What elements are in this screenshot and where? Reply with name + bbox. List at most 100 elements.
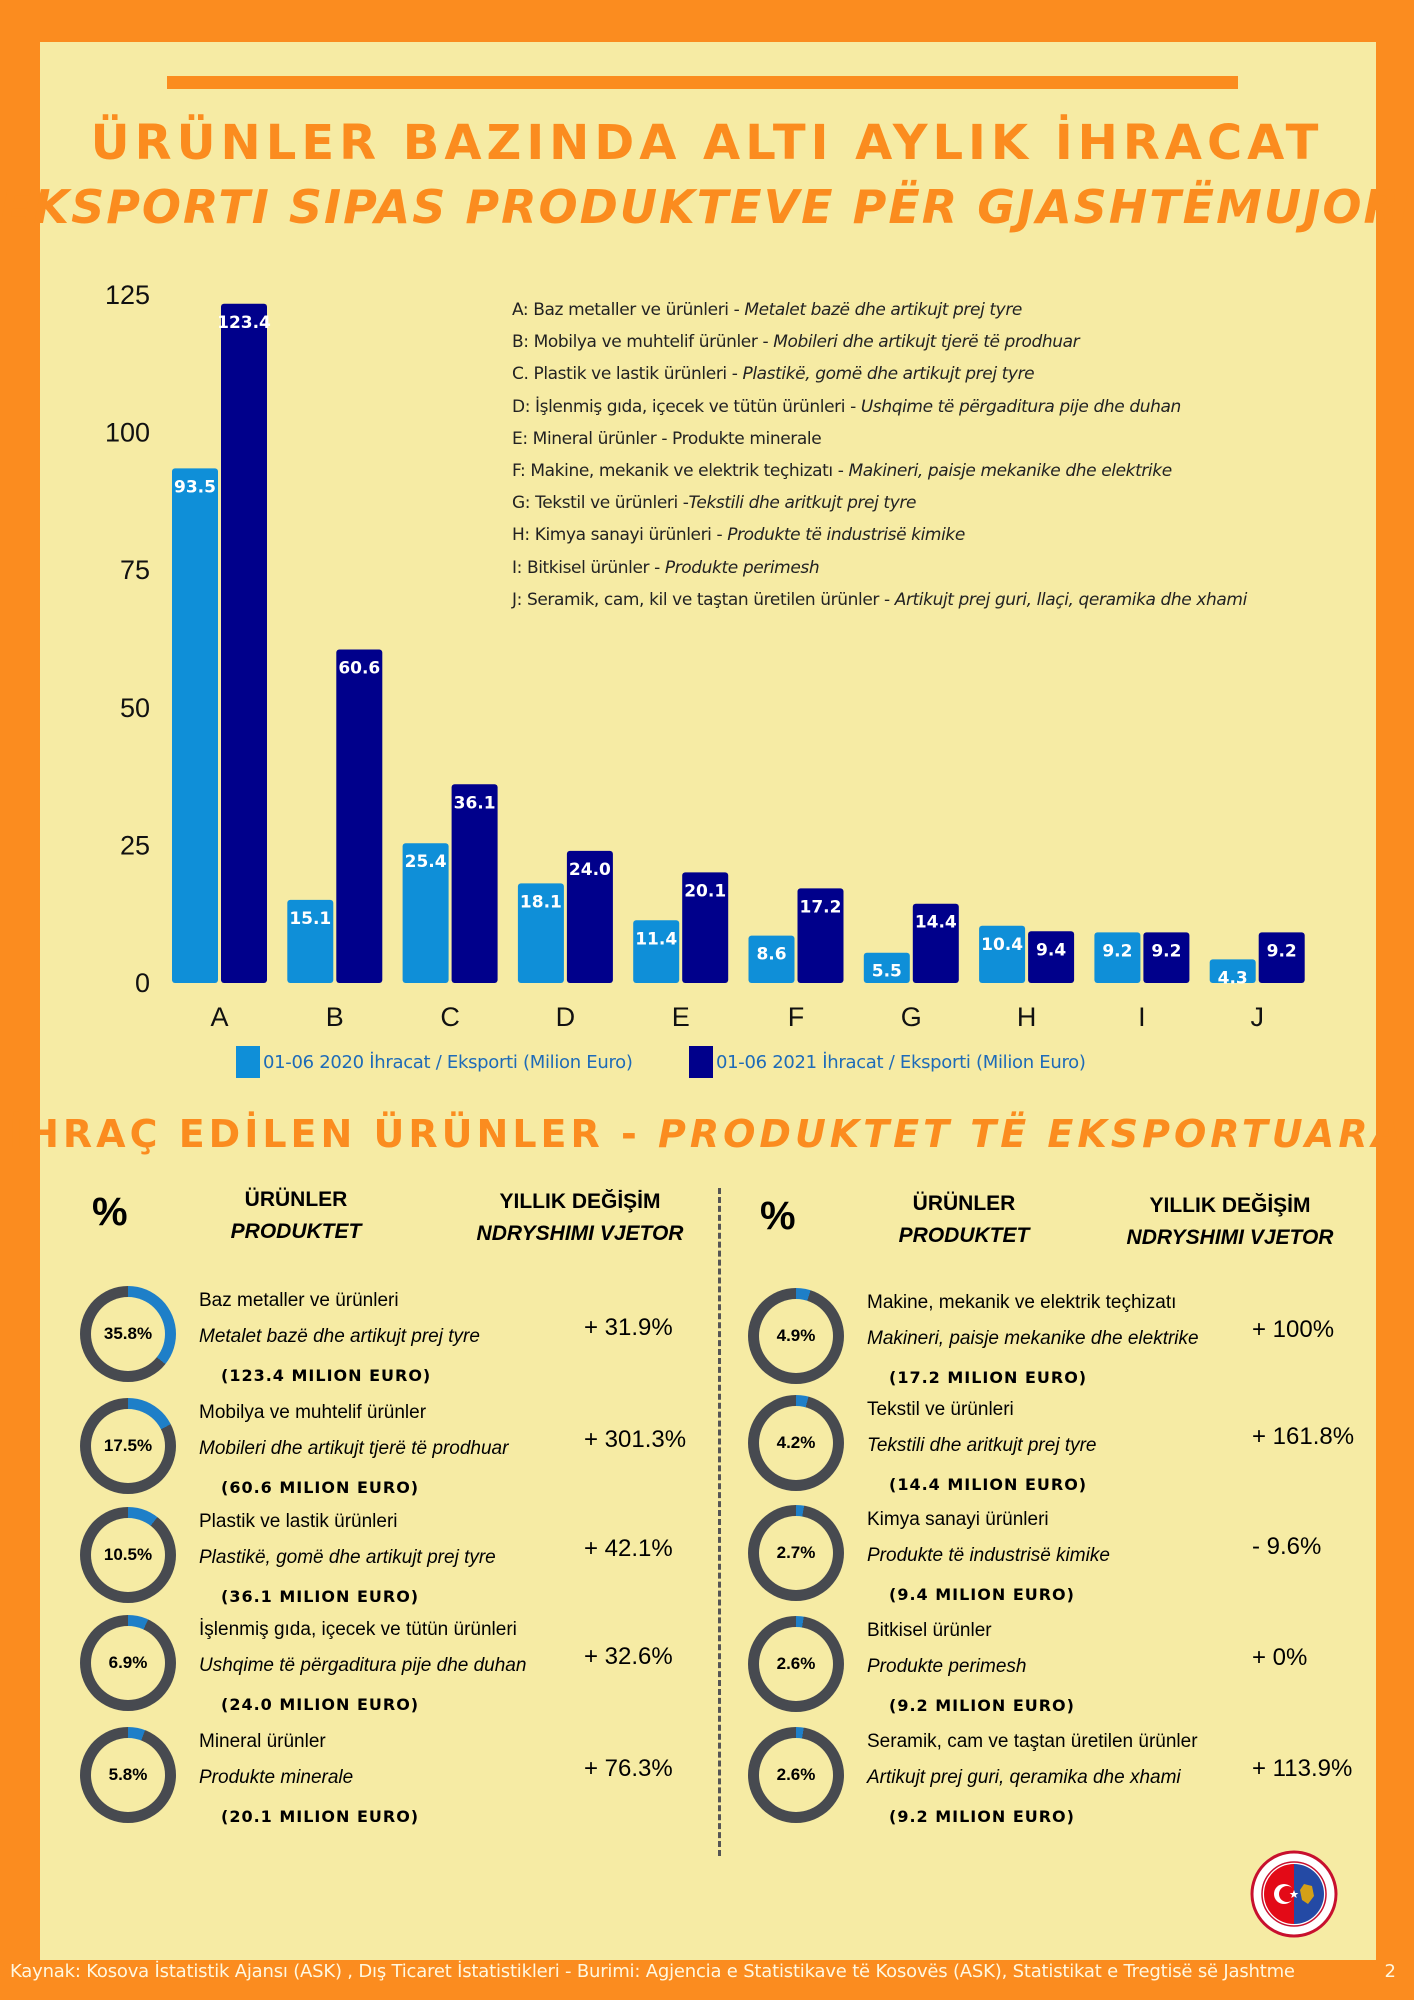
legend-label-2020: 01-06 2020 İhracat / Eksporti (Milion Eu… (263, 1051, 633, 1073)
x-tick-label: C (440, 1002, 460, 1032)
annual-change: + 161.8% (1252, 1423, 1355, 1450)
share-donut: 4.9% (748, 1288, 844, 1384)
legend-swatch-2021 (689, 1046, 713, 1078)
share-percent: 2.7% (759, 1516, 833, 1590)
bar-g-2020 (863, 952, 910, 983)
category-legend-tr: B: Mobilya ve muhtelif ürünler - (512, 332, 774, 353)
share-donut: 10.5% (80, 1507, 176, 1603)
product-name-tr: İşlenmiş gıda, içecek ve tütün ürünleri (199, 1619, 517, 1640)
category-legend-tr: I: Bitkisel ürünler - (512, 557, 665, 578)
section-title-sq: PRODUKTET TË EKSPORTUARA (657, 1112, 1406, 1156)
annual-change: + 301.3% (584, 1426, 687, 1453)
category-legend-item: G: Tekstil ve ürünleri -Tekstili dhe ari… (512, 487, 1332, 519)
share-donut: 6.9% (80, 1615, 176, 1711)
category-legend-item: A: Baz metaller ve ürünleri - Metalet ba… (512, 294, 1332, 326)
y-tick-label: 100 (105, 418, 150, 448)
share-donut: 4.2% (748, 1395, 844, 1491)
product-name-sq: Produkte të industrisë kimike (867, 1545, 1110, 1566)
product-amount: (36.1 MILION EURO) (221, 1587, 420, 1606)
product-item: 2.6% Seramik, cam ve taştan üretilen ürün… (748, 1727, 1388, 1831)
change-header-left: YILLIK DEĞİŞİM NDRYSHIMI VJETOR (460, 1186, 700, 1250)
bar-d-2020 (517, 883, 564, 983)
category-legend-tr: E: Mineral ürünler - Produkte minerale (512, 428, 822, 449)
share-donut: 35.8% (80, 1286, 176, 1382)
bar-data-label: 5.5 (872, 962, 902, 982)
x-tick-label: G (901, 1002, 922, 1032)
bar-f-2021 (797, 888, 844, 983)
category-legend-sq: Makineri, paisje mekanike dhe elektrike (848, 460, 1173, 481)
x-tick-label: H (1017, 1002, 1037, 1032)
bar-b-2021 (336, 649, 383, 983)
share-donut: 17.5% (80, 1398, 176, 1494)
bar-data-label: 25.4 (405, 852, 447, 872)
change-header-sq: NDRYSHIMI VJETOR (476, 1222, 684, 1245)
share-percent: 5.8% (91, 1738, 165, 1812)
change-header-tr: YILLIK DEĞİŞİM (499, 1190, 661, 1213)
product-name-tr: Seramik, cam ve taştan üretilen ürünler (867, 1731, 1198, 1752)
y-tick-label: 50 (120, 693, 150, 723)
category-legend-tr: D: İşlenmiş gıda, içecek ve tütün ürünle… (512, 396, 861, 417)
bar-c-2020 (402, 843, 449, 983)
share-percent: 2.6% (759, 1627, 833, 1701)
page-subtitle: EKSPORTI SIPAS PRODUKTEVE PËR GJASHTËMUJ… (0, 180, 1414, 234)
bar-h-2020 (979, 925, 1026, 983)
category-legend-tr: C. Plastik ve lastik ürünleri - (512, 364, 743, 385)
bar-data-label: 123.4 (217, 313, 271, 333)
bar-b-2020 (287, 899, 334, 983)
product-amount: (24.0 MILION EURO) (221, 1695, 420, 1714)
products-header-sq: PRODUKTET (230, 1220, 362, 1243)
bar-j-2020 (1209, 959, 1256, 983)
category-legend-sq: Produkte perimesh (664, 557, 820, 578)
category-legend-tr: F: Makine, mekanik ve elektrik teçhizatı… (512, 460, 849, 481)
annual-change: + 42.1% (584, 1535, 673, 1562)
bar-data-label: 17.2 (800, 897, 842, 917)
product-name-tr: Mineral ürünler (199, 1731, 326, 1752)
category-legend-item: E: Mineral ürünler - Produkte minerale (512, 423, 1332, 455)
share-percent: 10.5% (91, 1518, 165, 1592)
share-percent: 2.6% (759, 1738, 833, 1812)
product-name-sq: Artikujt prej guri, qeramika dhe xhami (867, 1767, 1181, 1788)
change-header-right: YILLIK DEĞİŞİM NDRYSHIMI VJETOR (1110, 1190, 1350, 1254)
pct-header-left: % (92, 1190, 128, 1234)
series-legend-2020: 01-06 2020 İhracat / Eksporti (Milion Eu… (236, 1046, 633, 1078)
category-legend-item: B: Mobilya ve muhtelif ürünler - Mobiler… (512, 326, 1332, 358)
source-footer: Kaynak: Kosova İstatistik Ajansı (ASK) ,… (10, 1961, 1295, 1982)
product-item: 17.5% Mobilya ve muhtelif ürünler Mobileri… (80, 1398, 720, 1502)
product-name-tr: Makine, mekanik ve elektrik teçhizatı (867, 1292, 1177, 1313)
product-item: 4.2% Tekstil ve ürünleri Tekstili dhe arit… (748, 1395, 1388, 1499)
category-legend-sq: Metalet bazë dhe artikujt prej tyre (744, 300, 1022, 320)
bar-i-2020 (1094, 932, 1141, 983)
share-percent: 17.5% (91, 1409, 165, 1483)
annual-change: - 9.6% (1252, 1533, 1322, 1560)
category-legend-item: D: İşlenmiş gıda, içecek ve tütün ürünle… (512, 391, 1332, 423)
share-percent: 4.9% (759, 1299, 833, 1373)
category-legend-sq: Ushqime të përgaditura pije dhe duhan (860, 396, 1181, 417)
bar-a-2021 (221, 303, 267, 983)
bar-data-label: 60.6 (338, 658, 380, 678)
annual-change: + 113.9% (1252, 1755, 1353, 1782)
bar-j-2021 (1258, 932, 1305, 983)
bar-data-label: 18.1 (520, 892, 562, 912)
bar-data-label: 93.5 (174, 477, 216, 497)
x-tick-label: F (788, 1002, 805, 1032)
bar-data-label: 4.3 (1218, 968, 1248, 988)
product-item: 35.8% Baz metaller ve ürünleri Metalet baz… (80, 1286, 720, 1390)
product-name-tr: Tekstil ve ürünleri (867, 1399, 1014, 1420)
bar-data-label: 10.4 (981, 935, 1023, 955)
x-tick-label: A (210, 1002, 228, 1032)
share-donut: 5.8% (80, 1727, 176, 1823)
product-amount: (9.4 MILION EURO) (889, 1585, 1075, 1604)
product-name-sq: Metalet bazë dhe artikujt prej tyre (199, 1326, 480, 1347)
product-name-tr: Mobilya ve muhtelif ürünler (199, 1402, 427, 1423)
product-item: 2.7% Kimya sanayi ürünleri Produkte të ind… (748, 1505, 1388, 1609)
bar-e-2021 (682, 872, 729, 983)
bar-data-label: 36.1 (454, 793, 496, 813)
annual-change: + 32.6% (584, 1643, 673, 1670)
category-legend-tr: G: Tekstil ve ürünleri - (512, 493, 689, 514)
category-legend-item: I: Bitkisel ürünler - Produkte perimesh (512, 552, 1332, 584)
bar-a-2020 (172, 468, 218, 984)
product-name-tr: Bitkisel ürünler (867, 1620, 992, 1641)
share-percent: 35.8% (91, 1297, 165, 1371)
product-name-tr: Baz metaller ve ürünleri (199, 1290, 399, 1311)
bar-data-label: 8.6 (756, 945, 786, 965)
